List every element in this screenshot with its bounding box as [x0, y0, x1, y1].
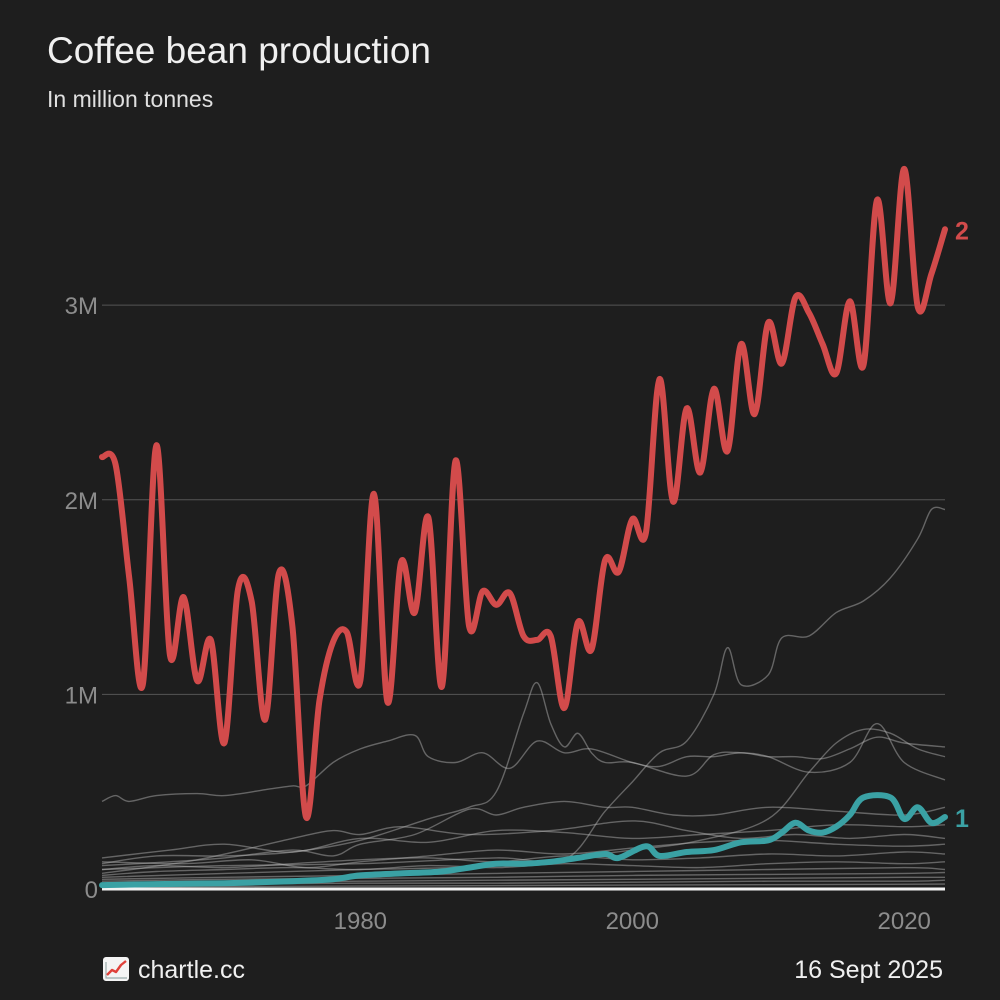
- chart-increasing-icon: [103, 957, 129, 981]
- series-line-1: [99, 792, 948, 889]
- background-series-line: [101, 728, 946, 878]
- y-tick-label: 1M: [65, 682, 98, 709]
- source-label: chartle.cc: [138, 956, 245, 984]
- series-line-2: [99, 165, 948, 821]
- x-tick-label: 2020: [878, 908, 931, 935]
- x-tick-label: 1980: [334, 908, 387, 935]
- background-series-line: [101, 820, 946, 875]
- background-series-line: [101, 866, 946, 880]
- background-series-line: [101, 871, 946, 882]
- background-series-line: [101, 506, 946, 871]
- background-series-line: [101, 800, 946, 867]
- background-series-line: [101, 823, 946, 859]
- background-series-line: [101, 851, 946, 871]
- chart-subtitle: In million tonnes: [47, 86, 214, 112]
- background-series-line: [101, 839, 946, 869]
- series-end-label: 1: [955, 805, 969, 833]
- background-series-line: [101, 883, 946, 888]
- y-tick-label: 0: [85, 877, 98, 904]
- y-tick-label: 3M: [65, 293, 98, 320]
- source-credit: chartle.cc: [102, 956, 245, 985]
- background-series-line: [101, 681, 946, 865]
- y-tick-label: 2M: [65, 488, 98, 515]
- series-end-label: 2: [955, 217, 969, 245]
- x-tick-label: 2000: [606, 908, 659, 935]
- publish-date: 16 Sept 2025: [794, 956, 943, 984]
- background-series-line: [101, 734, 946, 803]
- chart-title: Coffee bean production: [47, 30, 432, 71]
